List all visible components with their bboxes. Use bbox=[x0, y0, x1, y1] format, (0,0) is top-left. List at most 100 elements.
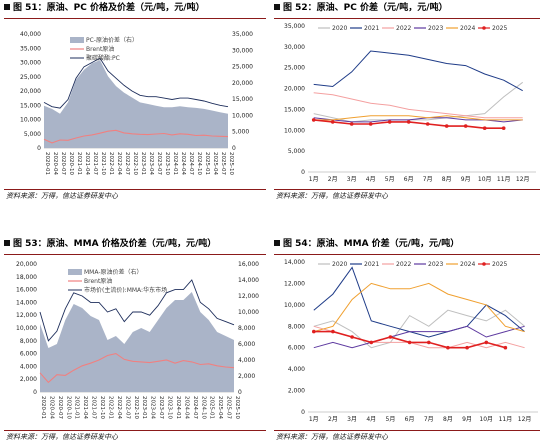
y-tick-label: 5,000 bbox=[288, 148, 305, 155]
x-tick-label: 2025-01 bbox=[204, 152, 210, 175]
data-point-2025 bbox=[427, 340, 431, 345]
series-area-spread bbox=[44, 60, 228, 148]
x-tick-label: 11月 bbox=[499, 416, 513, 423]
chart-title-text: 图 52：原油、PC 价差（元/吨，元/吨） bbox=[283, 3, 448, 13]
data-point-2025 bbox=[463, 124, 468, 128]
y-tick-label-right: 4,000 bbox=[238, 357, 255, 364]
data-point-2025 bbox=[446, 345, 450, 350]
y-tick-label: 4,000 bbox=[288, 366, 305, 373]
y-tick-label-right: 14,000 bbox=[238, 277, 259, 284]
x-tick-label: 2021-07 bbox=[92, 152, 98, 175]
title-square-icon bbox=[274, 3, 280, 10]
data-point-2025 bbox=[330, 120, 335, 124]
x-tick-label: 7月 bbox=[423, 176, 433, 183]
chart-title-text: 图 54：原油、MMA 价差（元/吨，元/吨） bbox=[283, 239, 460, 249]
y-tick-label: 10,000 bbox=[284, 127, 305, 134]
series-line-2022 bbox=[313, 92, 523, 119]
series-area-spread bbox=[40, 292, 234, 392]
x-tick-label: 1月 bbox=[309, 416, 319, 423]
chart-panel-53: 图 53：原油、MMA 价格及价差（元/吨，元/吨） 0 2,000 4,000 6,… bbox=[4, 236, 270, 447]
x-tick-label: 2020-10 bbox=[68, 152, 74, 175]
x-tick-label: 1月 bbox=[309, 176, 319, 183]
chart-53: 0 2,000 4,000 6,000 8,000 10,000 12,000 14,000 1… bbox=[16, 261, 259, 419]
x-tick-label: 3月 bbox=[347, 416, 357, 423]
x-tick-label: 2025-01 bbox=[209, 396, 215, 419]
x-tick-label: 2020-07 bbox=[57, 396, 63, 419]
x-tick-label: 4月 bbox=[366, 416, 376, 423]
data-point-2025 bbox=[444, 124, 449, 128]
x-tick-label: 2025-10 bbox=[228, 152, 234, 175]
legend-label: 2023 bbox=[428, 25, 443, 32]
y-tick-label-left: 2,000 bbox=[20, 376, 37, 383]
data-point-2025 bbox=[331, 329, 335, 334]
x-tick-label: 11月 bbox=[497, 176, 511, 183]
y-tick-label-left: 30,000 bbox=[20, 60, 41, 67]
x-tick-label: 8月 bbox=[442, 176, 452, 183]
x-tick-label: 2022-04 bbox=[116, 396, 122, 419]
y-tick-label-left: 15,000 bbox=[20, 102, 41, 109]
y-tick-label-right: 2,000 bbox=[238, 373, 255, 380]
x-tick-label: 2025-07 bbox=[220, 152, 226, 175]
legend-label: 市场价(主流价):MMA:华东市场 bbox=[84, 286, 167, 294]
y-tick-label-right: 10,000 bbox=[232, 112, 253, 119]
legend-label: 2025 bbox=[492, 25, 507, 32]
x-tick-label: 2023-10 bbox=[164, 152, 170, 175]
y-tick-label-left: 25,000 bbox=[20, 74, 41, 81]
x-tick-label: 2024-07 bbox=[188, 152, 194, 175]
x-tick-label: 2020-10 bbox=[65, 396, 71, 419]
source-note-54: 资料来源：万得，信达证券研发中心 bbox=[276, 433, 388, 441]
legend-label: 2024 bbox=[460, 25, 475, 32]
y-tick-label-right: 0 bbox=[232, 145, 236, 152]
y-tick-label: 20,000 bbox=[284, 86, 305, 93]
chart-title-53: 图 53：原油、MMA 价格及价差（元/吨，元/吨） bbox=[4, 236, 216, 252]
source-rule bbox=[4, 430, 266, 431]
y-tick-label-left: 18,000 bbox=[16, 274, 37, 281]
y-tick-label-right: 16,000 bbox=[238, 261, 259, 268]
y-tick-label-left: 5,000 bbox=[24, 131, 41, 138]
chart-panel-51: 图 51：原油、PC 价格及价差（元/吨，元/吨） 0 5,000 10,000 15… bbox=[4, 0, 270, 212]
x-tick-label: 2月 bbox=[328, 176, 338, 183]
data-point-2025 bbox=[503, 345, 508, 350]
x-tick-label: 2024-04 bbox=[180, 152, 186, 175]
series-line-2024 bbox=[313, 282, 525, 333]
x-tick-label: 2021-04 bbox=[84, 152, 90, 175]
title-rule bbox=[274, 18, 540, 19]
x-tick-label: 2024-10 bbox=[196, 152, 202, 175]
legend-label: 2021 bbox=[364, 25, 379, 32]
chart-panel-54: 图 54：原油、MMA 价差（元/吨，元/吨） 0 2,000 4,000 6,000… bbox=[274, 236, 544, 447]
y-tick-label: 6,000 bbox=[288, 345, 305, 352]
y-tick-label-left: 0 bbox=[33, 389, 37, 396]
legend-label: Brent原油 bbox=[84, 277, 112, 285]
legend-label: 2022 bbox=[396, 261, 411, 268]
legend-label: MMA-原油价差（右） bbox=[84, 268, 143, 276]
x-tick-label: 5月 bbox=[385, 176, 395, 183]
chart-title-51: 图 51：原油、PC 价格及价差（元/吨，元/吨） bbox=[4, 0, 205, 16]
y-tick-label-left: 10,000 bbox=[16, 325, 37, 332]
y-tick-label-left: 20,000 bbox=[20, 88, 41, 95]
data-point-2025 bbox=[312, 329, 316, 334]
title-rule bbox=[4, 18, 266, 19]
legend-label: 2020 bbox=[332, 25, 347, 32]
legend-swatch-area bbox=[68, 269, 82, 275]
x-tick-label: 2023-07 bbox=[158, 396, 164, 419]
y-tick-label-left: 12,000 bbox=[16, 312, 37, 319]
x-tick-label: 2023-04 bbox=[148, 152, 154, 175]
data-point-2025 bbox=[388, 335, 393, 339]
source-rule bbox=[274, 189, 540, 190]
y-tick-label-left: 4,000 bbox=[20, 363, 37, 370]
x-tick-label: 9月 bbox=[462, 416, 472, 423]
data-point-2025 bbox=[465, 345, 469, 350]
x-tick-label: 2023-01 bbox=[140, 152, 146, 175]
series-line-2023 bbox=[313, 325, 525, 349]
x-tick-label: 2022-01 bbox=[108, 152, 114, 175]
data-point-2025 bbox=[387, 120, 392, 124]
x-tick-label: 10月 bbox=[479, 416, 493, 423]
legend-label: 2022 bbox=[396, 25, 411, 32]
y-tick-label: 8,000 bbox=[288, 323, 305, 330]
x-tick-label: 2022-07 bbox=[124, 396, 130, 419]
x-tick-label: 12月 bbox=[518, 416, 532, 423]
title-rule bbox=[4, 254, 266, 255]
chart-title-text: 图 51：原油、PC 价格及价差（元/吨，元/吨） bbox=[13, 3, 205, 13]
x-tick-label: 10月 bbox=[478, 176, 492, 183]
x-tick-label: 2024-07 bbox=[192, 396, 198, 419]
